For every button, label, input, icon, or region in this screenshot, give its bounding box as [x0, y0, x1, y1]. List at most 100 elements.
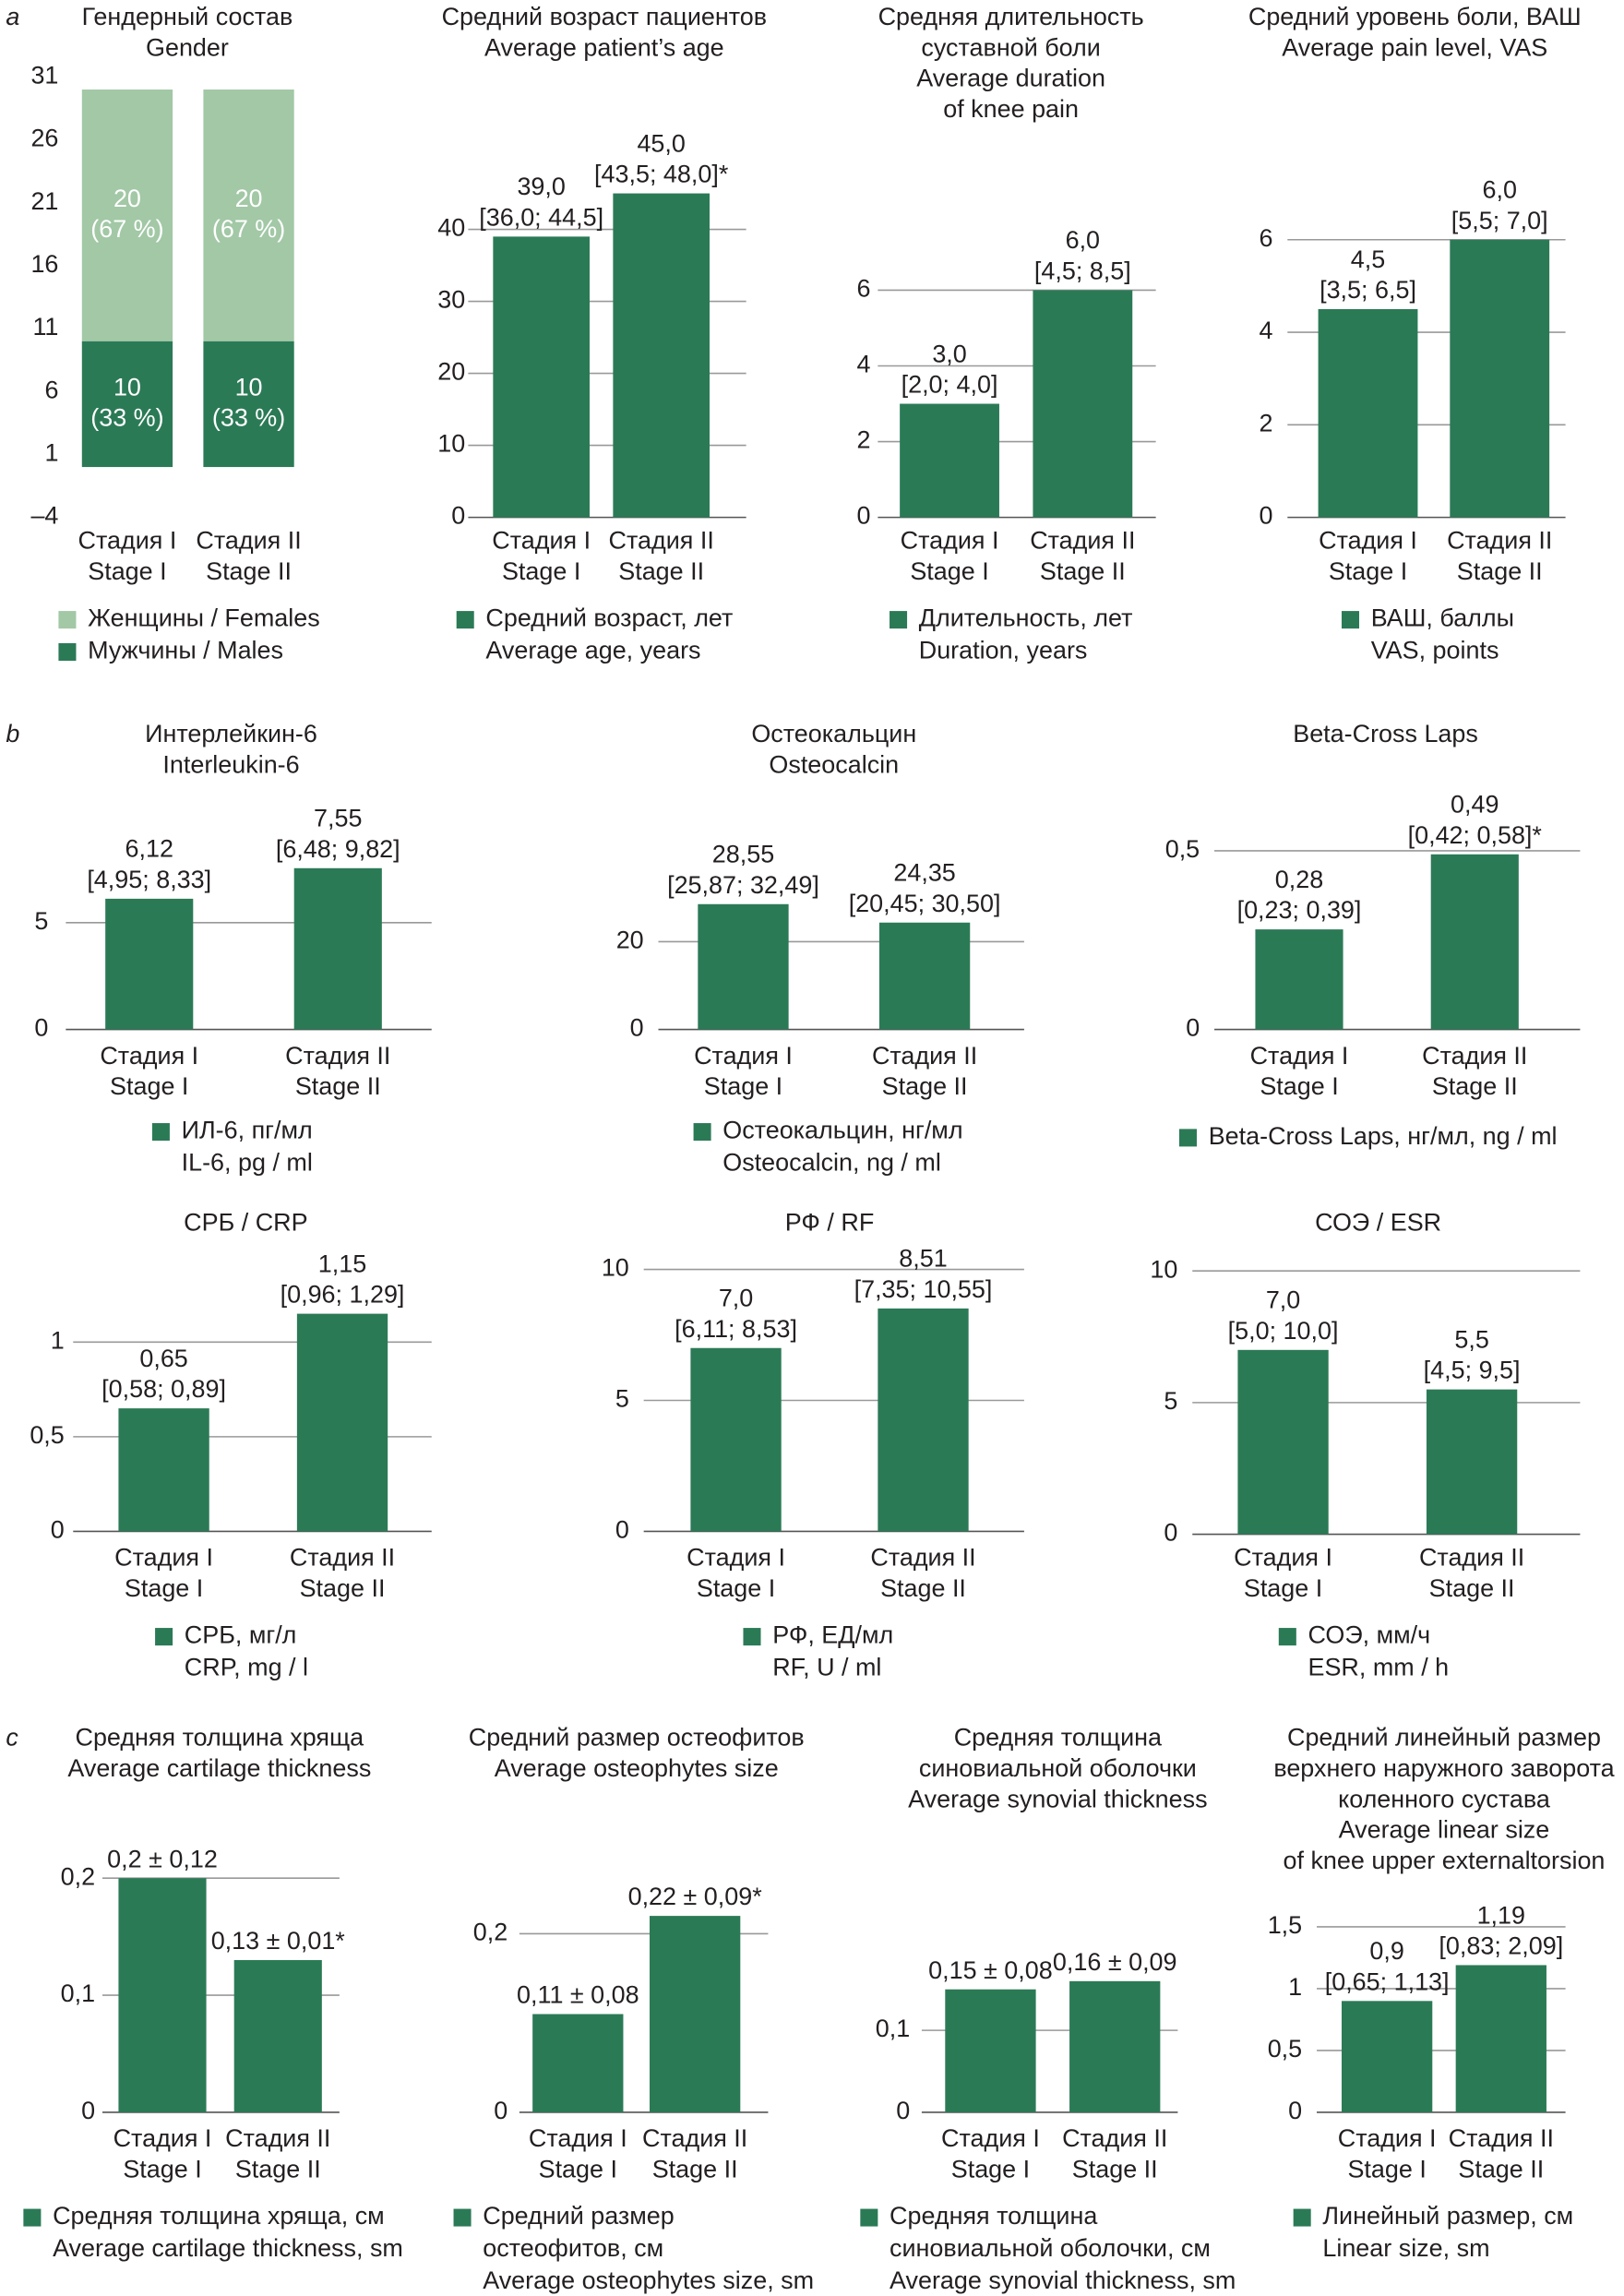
value-label: 20 — [113, 185, 141, 212]
value-label: 0,13 ± 0,01* — [211, 1927, 346, 1955]
legend-label: Средний размер — [483, 2202, 675, 2230]
y-tick-label: 2 — [856, 426, 870, 454]
y-tick-label: 0,5 — [1165, 835, 1200, 863]
value-label: 6,0 — [1482, 176, 1516, 204]
value-label: 0,9 — [1369, 1937, 1403, 1965]
value-label: [0,83; 2,09] — [1439, 1932, 1563, 1960]
value-label: [0,65; 1,13] — [1325, 1967, 1450, 1995]
bar — [1069, 1980, 1161, 2112]
value-label: 5,5 — [1454, 1325, 1488, 1353]
legend-label: ESR, mm / h — [1308, 1654, 1450, 1681]
x-tick-label: Stage II — [1457, 557, 1543, 585]
value-label: (67 %) — [212, 215, 285, 243]
x-tick-label: Стадия II — [1062, 2124, 1167, 2152]
legend-swatch — [890, 611, 908, 629]
value-label: 0,28 — [1275, 866, 1323, 893]
legend-label: ИЛ-6, пг/мл — [182, 1117, 313, 1144]
bar — [493, 236, 590, 518]
y-tick-label: 2 — [1259, 409, 1272, 436]
value-label: [20,45; 30,50] — [849, 890, 1001, 917]
value-label: 0,22 ± 0,09* — [628, 1883, 763, 1910]
y-tick-label: 0 — [896, 2097, 910, 2124]
x-tick-label: Стадия II — [1419, 1544, 1524, 1572]
y-tick-label: 5 — [34, 907, 48, 935]
panel-label: c — [6, 1724, 18, 1752]
x-tick-label: Стадия I — [100, 1042, 198, 1070]
x-tick-label: Stage II — [1072, 2155, 1158, 2182]
value-label: (33 %) — [212, 404, 285, 432]
y-tick-label: 6 — [856, 275, 870, 303]
chart-title: Средний размер остеофитов — [469, 1724, 805, 1752]
x-tick-label: Стадия II — [870, 1544, 975, 1572]
value-label: 7,55 — [314, 805, 362, 832]
y-tick-label: 1 — [1288, 1973, 1302, 2001]
bar — [203, 89, 294, 341]
chart-title: Osteocalcin — [769, 750, 899, 778]
x-tick-label: Стадия II — [872, 1042, 977, 1070]
y-tick-label: 21 — [30, 187, 58, 215]
value-label: 0,15 ± 0,08 — [928, 1956, 1053, 1984]
chart-title: суставной боли — [921, 33, 1100, 61]
x-tick-label: Stage II — [295, 1072, 381, 1100]
value-label: 1,15 — [318, 1250, 366, 1277]
legend-swatch — [155, 1628, 173, 1646]
legend-label: Duration, years — [919, 637, 1088, 664]
bar — [650, 1916, 741, 2112]
legend-label: Остеокальцин, нг/мл — [722, 1117, 962, 1144]
value-label: [4,5; 8,5] — [1034, 257, 1131, 285]
x-tick-label: Stage I — [951, 2155, 1030, 2182]
chart-title: Остеокальцин — [751, 720, 916, 747]
value-label: 3,0 — [932, 340, 966, 367]
y-tick-label: 0 — [1288, 2097, 1302, 2124]
x-tick-label: Стадия II — [642, 2124, 747, 2152]
chart-title: Средний уровень боли, ВАШ — [1248, 3, 1582, 30]
y-tick-label: 10 — [602, 1254, 629, 1282]
x-tick-label: Стадия II — [1447, 527, 1552, 555]
x-tick-label: Стадия I — [941, 2124, 1040, 2152]
legend-swatch — [1341, 611, 1360, 629]
legend-label: ВАШ, баллы — [1371, 604, 1514, 632]
value-label: [2,0; 4,0] — [902, 371, 998, 399]
chart-title: РФ / RF — [785, 1209, 875, 1237]
legend-label: Average osteophytes size, sm — [483, 2266, 814, 2294]
y-tick-label: 0 — [630, 1014, 644, 1042]
legend-swatch — [860, 2208, 878, 2227]
x-tick-label: Stage I — [123, 2155, 201, 2182]
bar — [203, 341, 294, 468]
legend-label: Beta-Cross Laps, нг/мл, ng / ml — [1209, 1122, 1558, 1150]
y-tick-label: 0 — [856, 502, 870, 530]
chart-title: Average synovial thickness — [908, 1785, 1207, 1812]
chart-title: Average cartilage thickness — [67, 1754, 371, 1782]
legend-label: синовиальной оболочки, см — [890, 2234, 1211, 2262]
chart-title: Средний линейный размер — [1287, 1724, 1601, 1752]
legend-label: Average age, years — [485, 637, 700, 664]
chart-title: Средняя длительность — [878, 3, 1144, 30]
x-tick-label: Стадия II — [1449, 2124, 1554, 2152]
y-tick-label: 4 — [856, 351, 870, 378]
bar — [81, 341, 173, 468]
y-tick-label: 20 — [616, 927, 644, 954]
x-tick-label: Stage I — [697, 1574, 775, 1602]
legend-label: РФ, ЕД/мл — [772, 1621, 893, 1649]
value-label: 0,2 ± 0,12 — [107, 1845, 218, 1872]
value-label: (33 %) — [90, 404, 163, 432]
x-tick-label: Stage II — [235, 2155, 321, 2182]
x-tick-label: Stage II — [882, 1072, 968, 1100]
x-tick-label: Стадия I — [687, 1544, 785, 1572]
value-label: [36,0; 44,5] — [479, 203, 603, 231]
x-tick-label: Stage I — [502, 557, 580, 585]
value-label: 28,55 — [712, 841, 774, 868]
y-tick-label: 10 — [437, 430, 465, 458]
legend-swatch — [453, 2208, 472, 2227]
value-label: 20 — [235, 185, 263, 212]
x-tick-label: Стадия I — [694, 1042, 793, 1070]
x-tick-label: Стадия I — [901, 527, 999, 555]
y-tick-label: 0,1 — [876, 2015, 910, 2042]
bar — [1430, 854, 1519, 1030]
bar — [900, 403, 999, 518]
value-label: [43,5; 48,0]* — [594, 161, 729, 188]
legend-swatch — [58, 611, 77, 629]
x-tick-label: Stage I — [110, 1072, 188, 1100]
value-label: [0,23; 0,39] — [1237, 896, 1362, 924]
